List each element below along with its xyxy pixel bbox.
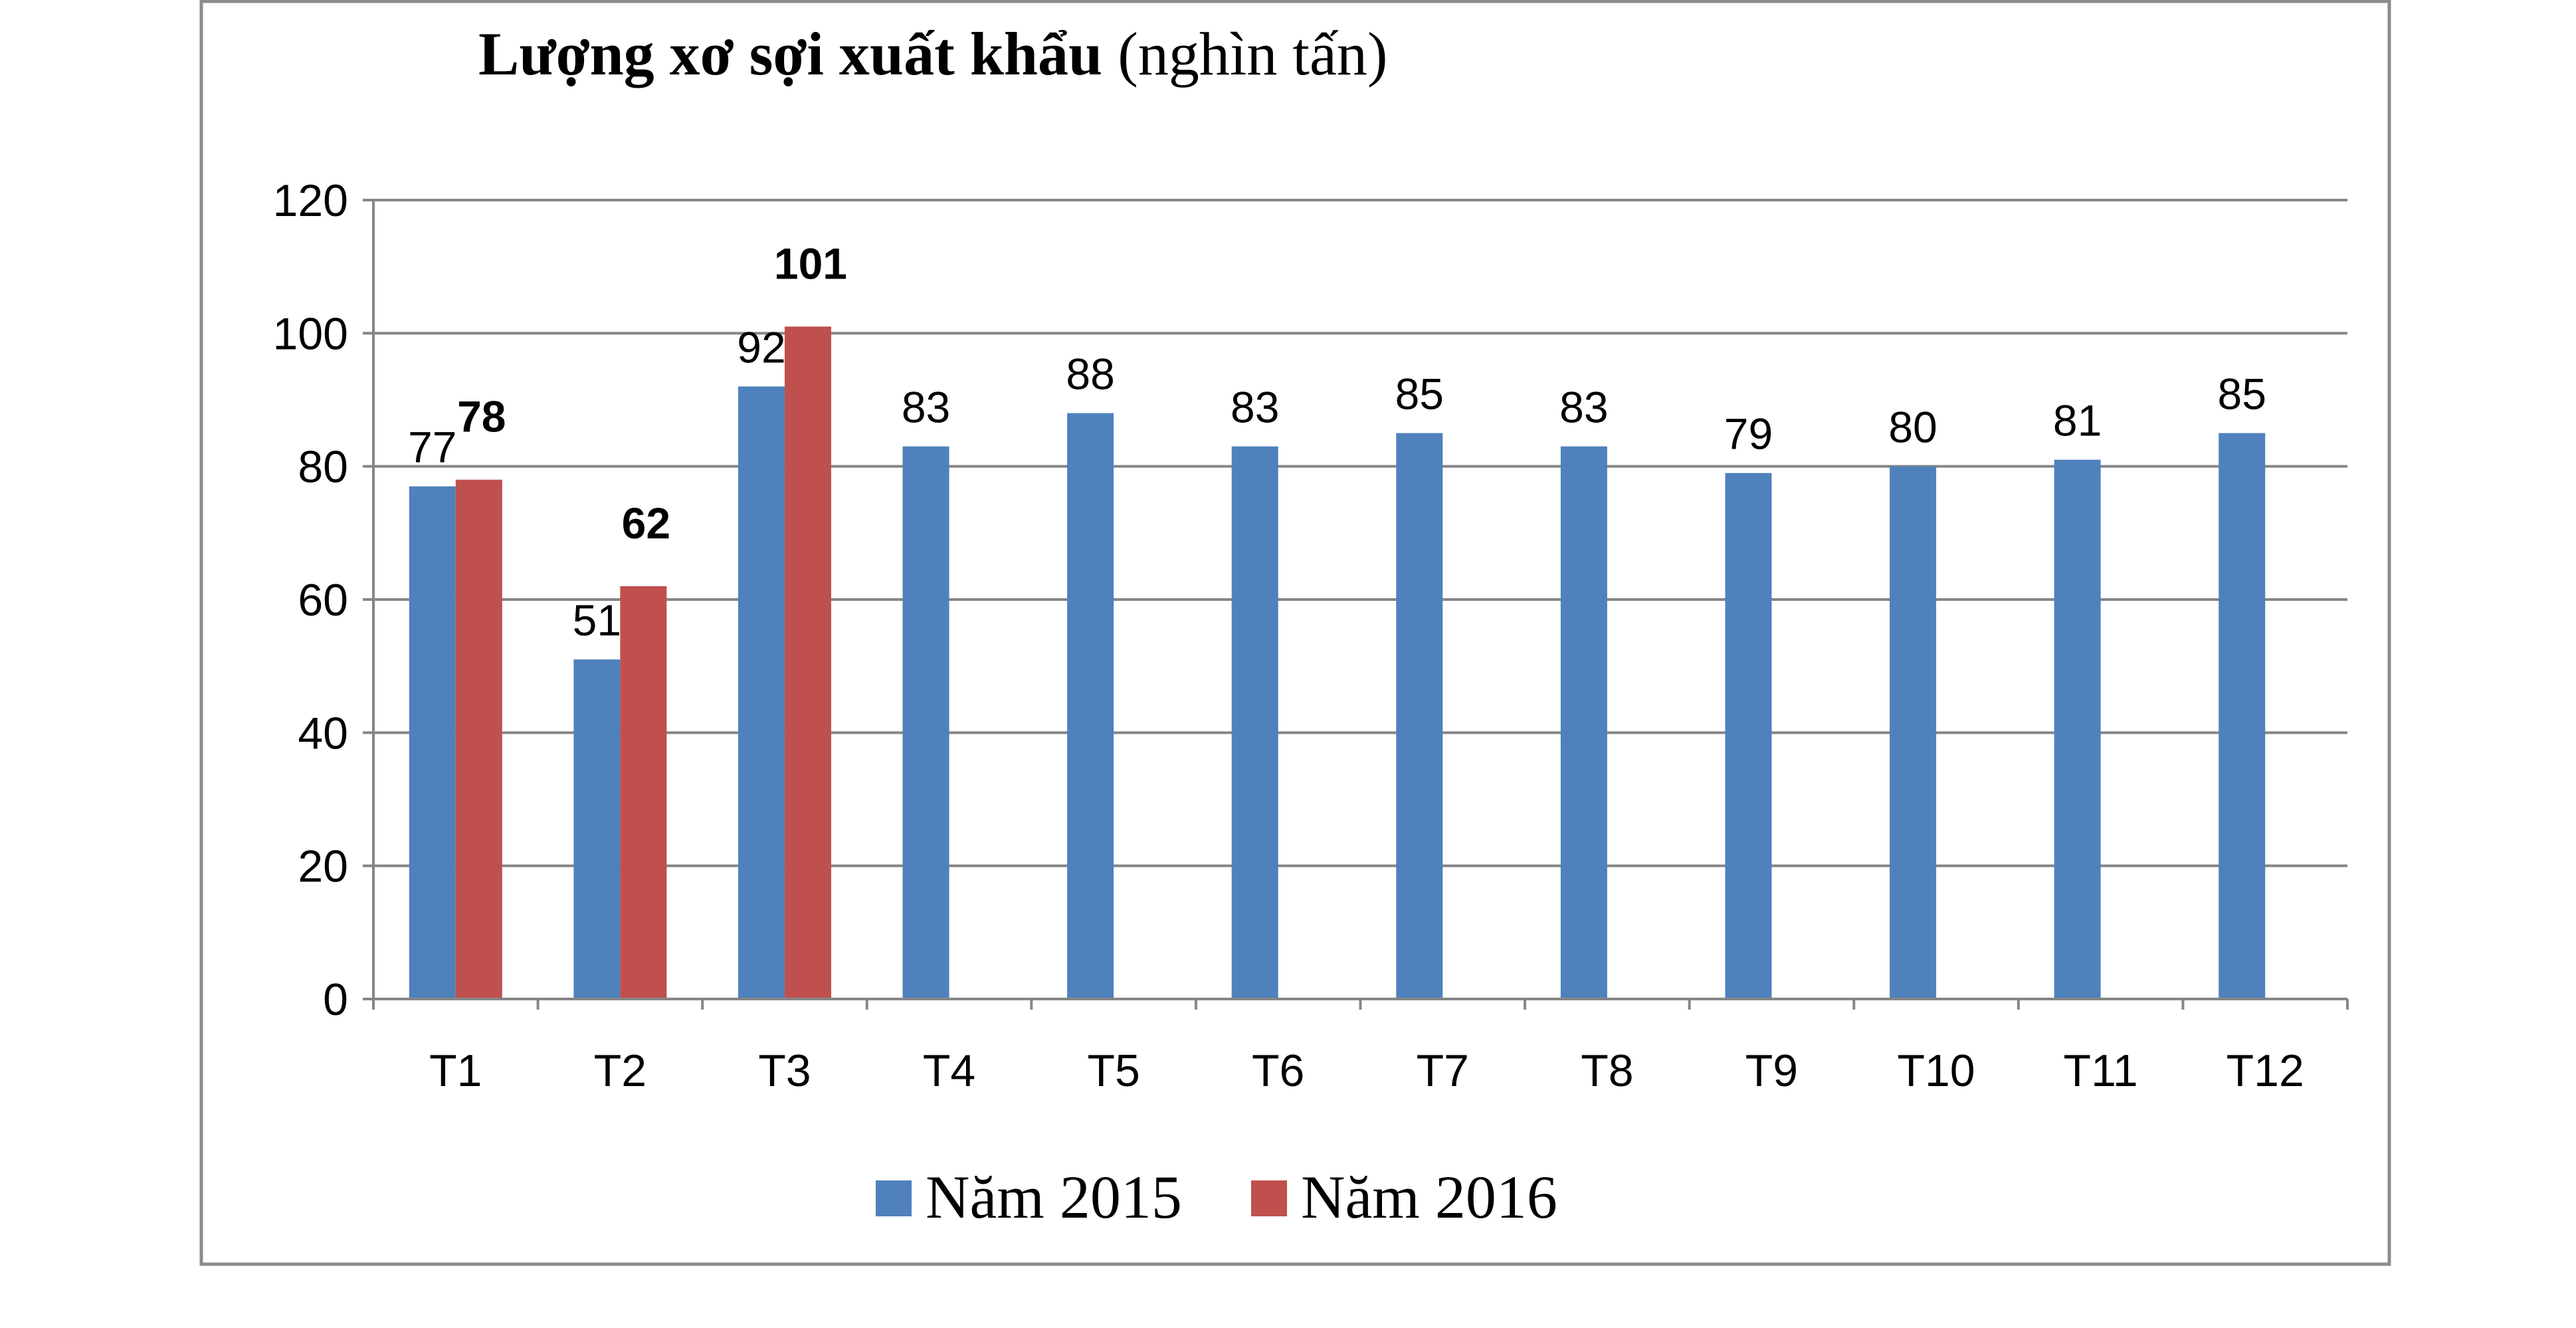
x-tick-label: T7 — [1417, 1046, 1469, 1096]
data-label-T4-series-1: 83 — [902, 383, 950, 432]
data-label-T2-series-2: 62 — [622, 498, 670, 548]
x-tick-label: T9 — [1745, 1046, 1798, 1096]
bar-T5-series-1 — [1067, 413, 1114, 999]
x-tick-label: T4 — [923, 1046, 975, 1096]
bar-T10-series-1 — [1890, 466, 1937, 999]
bar-T8-series-1 — [1560, 446, 1607, 999]
x-tick-label: T12 — [2227, 1046, 2304, 1096]
data-label-T6-series-1: 83 — [1231, 383, 1279, 432]
data-label-T8-series-1: 83 — [1559, 383, 1608, 432]
data-label-T5-series-1: 88 — [1066, 350, 1114, 399]
legend-swatch-series-2 — [1251, 1180, 1287, 1216]
x-tick-label: T1 — [429, 1046, 482, 1096]
y-tick-label: 80 — [298, 442, 348, 493]
x-tick-label: T3 — [758, 1046, 811, 1096]
gridlines — [373, 199, 2347, 867]
bar-T11-series-1 — [2054, 459, 2101, 999]
chart-frame — [199, 0, 2391, 1266]
bar-T7-series-1 — [1396, 433, 1443, 999]
y-tick-label: 100 — [273, 308, 348, 359]
data-label-T11-series-1: 81 — [2053, 396, 2102, 445]
data-label-T1-series-1: 77 — [408, 423, 456, 472]
data-label-T7-series-1: 85 — [1395, 370, 1444, 419]
data-label-T9-series-1: 79 — [1724, 409, 1773, 459]
data-label-T2-series-1: 51 — [573, 596, 621, 645]
data-label-T3-series-1: 92 — [737, 322, 785, 372]
bar-T6-series-1 — [1231, 446, 1278, 999]
legend-swatch-series-1 — [876, 1180, 912, 1216]
x-tick-label: T10 — [1897, 1046, 1975, 1096]
bar-T2-series-1 — [573, 659, 621, 999]
x-tick-label: T11 — [2064, 1046, 2138, 1096]
bar-T4-series-1 — [902, 446, 949, 999]
legend-label-series-1: Năm 2015 — [926, 1163, 1182, 1231]
bar-T9-series-1 — [1725, 473, 1772, 999]
x-tick-label: T8 — [1581, 1046, 1633, 1096]
bar-T1-series-2 — [455, 479, 502, 999]
data-label-T12-series-1: 85 — [2217, 370, 2266, 419]
chart-title-unit: (nghìn tấn) — [1102, 20, 1387, 88]
bar-T3-series-1 — [738, 386, 785, 999]
chart-title: Lượng xơ sợi xuất khẩu (nghìn tấn) — [478, 20, 1387, 88]
y-tick-label: 120 — [273, 175, 348, 226]
y-axis: 0 20 40 60 80 100 120 — [273, 175, 375, 1025]
x-tick-label: T2 — [594, 1046, 646, 1096]
x-axis: T1 T2 T3 T4 T5 T6 T7 T8 T9 T10 T11 T12 — [372, 998, 2349, 1096]
x-tick-label: T5 — [1087, 1046, 1139, 1096]
x-tick-label: T6 — [1252, 1046, 1304, 1096]
bar-T12-series-1 — [2219, 433, 2266, 999]
y-tick-label: 0 — [323, 974, 348, 1025]
chart-title-bold: Lượng xơ sợi xuất khẩu — [478, 20, 1102, 88]
y-tick-label: 20 — [298, 841, 348, 892]
bar-T3-series-2 — [784, 326, 831, 1000]
bars — [409, 326, 2266, 1000]
y-tick-label: 60 — [298, 575, 348, 625]
bar-T2-series-2 — [620, 586, 667, 999]
bar-T1-series-1 — [409, 486, 456, 999]
y-tick-label: 40 — [298, 708, 348, 758]
data-label-T1-series-2: 78 — [457, 392, 506, 441]
legend-label-series-2: Năm 2016 — [1301, 1163, 1557, 1231]
data-label-T10-series-1: 80 — [1888, 403, 1937, 452]
legend: Năm 2015 Năm 2016 — [876, 1163, 1557, 1231]
data-label-T3-series-2: 101 — [774, 239, 847, 288]
